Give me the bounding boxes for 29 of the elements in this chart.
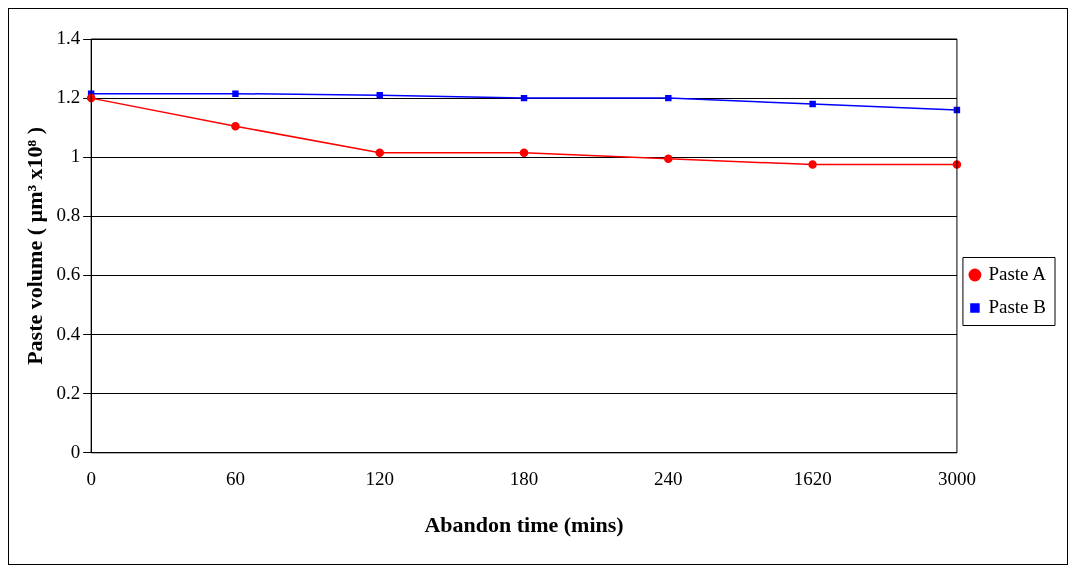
- point: [665, 94, 672, 102]
- x-tick-label: 180: [509, 468, 539, 490]
- point: [808, 160, 817, 169]
- x-tick-label: 240: [654, 468, 683, 490]
- y-tick-label: 0.6: [56, 263, 81, 285]
- y-tick-label: 0: [70, 440, 81, 462]
- point: [519, 148, 529, 158]
- point: [520, 94, 528, 102]
- y-tick-label: 1: [70, 145, 81, 167]
- y-axis-title: Paste volume ( µm³ x10⁸ ): [21, 126, 47, 365]
- point: [809, 100, 816, 108]
- point: [232, 90, 239, 97]
- y-tick-label: 1.2: [56, 86, 81, 108]
- x-tick-label: 120: [365, 468, 394, 490]
- x-tick-label: 1620: [793, 468, 832, 490]
- point: [664, 154, 673, 163]
- y-tick-label: 1.4: [56, 26, 81, 48]
- y-tick-label: 0.4: [56, 322, 81, 344]
- point: [376, 91, 383, 99]
- point: [231, 121, 240, 131]
- legend-label: Paste A: [988, 262, 1047, 284]
- y-tick-label: 0.8: [56, 204, 81, 226]
- point: [375, 148, 384, 158]
- x-tick-label: 0: [86, 468, 96, 490]
- x-axis-title: Abandon time (mins): [424, 512, 624, 538]
- legend-label: Paste B: [988, 295, 1046, 317]
- x-tick-label: 3000: [937, 468, 976, 490]
- x-tick-label: 60: [225, 468, 245, 490]
- y-tick-label: 0.2: [56, 381, 81, 403]
